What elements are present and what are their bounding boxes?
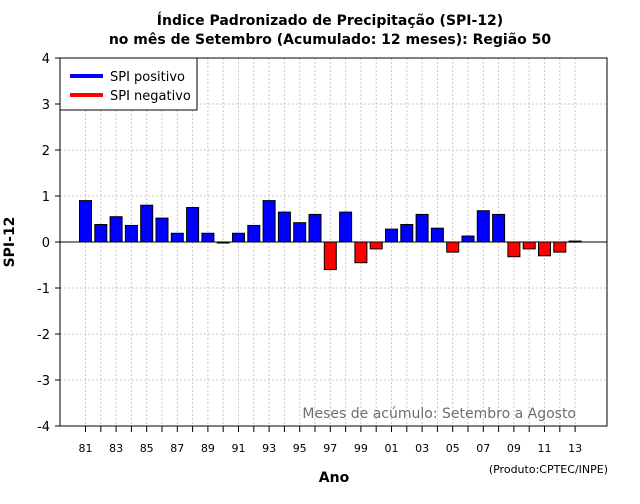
y-axis-ticks: -4 -3 -2 -1 0 1 2 3 4 — [37, 52, 60, 435]
chart-title: Índice Padronizado de Precipitação (SPI-… — [157, 12, 503, 29]
bar-2007 — [476, 210, 490, 243]
x-tick-label: 93 — [262, 442, 276, 455]
bar-1995 — [293, 222, 307, 243]
x-tick-label: 09 — [507, 442, 521, 455]
x-tick-label: 99 — [354, 442, 368, 455]
bar-1996 — [308, 213, 322, 243]
bar-2008 — [492, 213, 506, 243]
y-tick-label: 2 — [42, 144, 50, 159]
bar-1999 — [354, 241, 368, 264]
product-credit: (Produto:CPTEC/INPE) — [489, 463, 608, 476]
y-tick-label: 4 — [42, 52, 50, 67]
x-tick-label: 11 — [538, 442, 552, 455]
bar-2005 — [446, 241, 460, 253]
y-tick-label: 1 — [42, 190, 50, 205]
legend: SPI positivo SPI negativo — [59, 57, 198, 111]
bar-1991 — [232, 232, 245, 243]
y-tick-label: -4 — [37, 420, 50, 435]
accumulation-note: Meses de acúmulo: Setembro a Agosto — [302, 406, 576, 422]
y-tick-label: 3 — [42, 98, 50, 113]
x-tick-label: 89 — [201, 442, 215, 455]
bar-1997 — [323, 241, 337, 271]
y-tick-label: -3 — [37, 374, 50, 389]
y-tick-label: -1 — [37, 282, 50, 297]
bar-2010 — [522, 241, 536, 250]
bar-1982 — [94, 224, 108, 243]
bar-2006 — [461, 235, 475, 243]
x-tick-label: 13 — [568, 442, 582, 455]
bar-1986 — [155, 217, 169, 243]
x-tick-label: 03 — [415, 442, 429, 455]
bar-2001 — [385, 228, 398, 243]
legend-label-negative: SPI negativo — [110, 89, 191, 104]
y-tick-label: 0 — [42, 236, 50, 251]
x-tick-label: 05 — [446, 442, 460, 455]
bar-2004 — [430, 227, 444, 243]
bar-1992 — [247, 224, 261, 243]
x-tick-label: 85 — [140, 442, 154, 455]
bar-2000 — [369, 241, 383, 250]
bar-1984 — [124, 224, 138, 243]
chart-subtitle: no mês de Setembro (Acumulado: 12 meses)… — [109, 32, 552, 48]
bar-2003 — [415, 213, 429, 243]
bar-1987 — [170, 232, 184, 243]
bar-1993 — [262, 200, 276, 243]
x-tick-label: 81 — [79, 442, 93, 455]
bar-series — [79, 200, 582, 271]
bar-1983 — [109, 216, 123, 243]
x-tick-label: 07 — [476, 442, 490, 455]
bar-2011 — [538, 241, 551, 257]
legend-label-positive: SPI positivo — [110, 70, 185, 85]
y-tick-label: -2 — [37, 328, 50, 343]
y-axis-label: SPI-12 — [2, 217, 18, 268]
x-tick-label: 01 — [385, 442, 399, 455]
x-tick-label: 97 — [323, 442, 337, 455]
bar-2002 — [400, 224, 414, 243]
x-tick-label: 87 — [170, 442, 184, 455]
bar-2009 — [507, 241, 521, 258]
bar-1994 — [277, 211, 291, 243]
x-tick-label: 91 — [232, 442, 246, 455]
bar-1985 — [140, 204, 154, 243]
x-axis-ticks: 81 83 85 87 89 91 93 95 97 99 01 03 05 07 09 11 13 — [79, 426, 582, 455]
bar-1998 — [339, 211, 353, 243]
x-axis-label: Ano — [319, 470, 350, 486]
bar-1988 — [186, 207, 200, 243]
bar-1989 — [201, 232, 215, 243]
legend-box — [59, 57, 198, 111]
x-tick-label: 95 — [293, 442, 307, 455]
bar-2012 — [553, 241, 567, 253]
x-tick-label: 83 — [109, 442, 123, 455]
bar-1981 — [79, 200, 92, 243]
